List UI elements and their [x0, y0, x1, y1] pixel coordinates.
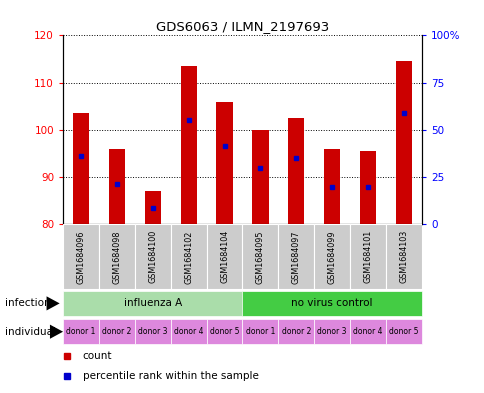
Text: percentile rank within the sample: percentile rank within the sample	[83, 371, 258, 382]
Polygon shape	[50, 325, 63, 339]
Bar	[287, 118, 304, 224]
Text: donor 4: donor 4	[174, 327, 203, 336]
Bar	[63, 319, 99, 344]
Polygon shape	[46, 296, 60, 310]
Text: GSM1684096: GSM1684096	[76, 230, 85, 283]
Bar	[349, 224, 385, 289]
Bar	[108, 149, 125, 224]
Bar	[278, 224, 314, 289]
Bar	[323, 149, 340, 224]
Text: GSM1684095: GSM1684095	[256, 230, 264, 284]
Text: GSM1684102: GSM1684102	[184, 230, 193, 283]
Text: no virus control: no virus control	[291, 298, 372, 309]
Text: donor 3: donor 3	[317, 327, 346, 336]
Text: infection: infection	[5, 298, 50, 309]
Bar	[170, 224, 206, 289]
Bar	[314, 224, 349, 289]
Bar	[385, 319, 421, 344]
Text: GSM1684098: GSM1684098	[112, 230, 121, 283]
Bar	[63, 224, 99, 289]
Text: donor 4: donor 4	[353, 327, 382, 336]
Bar	[314, 319, 349, 344]
Text: GSM1684097: GSM1684097	[291, 230, 300, 284]
Bar	[135, 319, 170, 344]
Bar	[242, 224, 278, 289]
Text: donor 5: donor 5	[389, 327, 418, 336]
Text: GSM1684099: GSM1684099	[327, 230, 336, 284]
Bar	[206, 319, 242, 344]
Bar	[180, 66, 197, 224]
Text: donor 2: donor 2	[102, 327, 131, 336]
Text: GSM1684103: GSM1684103	[399, 230, 408, 283]
Title: GDS6063 / ILMN_2197693: GDS6063 / ILMN_2197693	[155, 20, 329, 33]
Bar	[395, 61, 411, 224]
Bar	[99, 224, 135, 289]
Text: GSM1684100: GSM1684100	[148, 230, 157, 283]
Text: donor 2: donor 2	[281, 327, 310, 336]
Bar	[349, 319, 385, 344]
Text: donor 1: donor 1	[66, 327, 95, 336]
Bar	[242, 291, 421, 316]
Bar	[170, 319, 206, 344]
Text: GSM1684104: GSM1684104	[220, 230, 228, 283]
Text: individual: individual	[5, 327, 56, 337]
Bar	[99, 319, 135, 344]
Bar	[385, 224, 421, 289]
Bar	[135, 224, 170, 289]
Bar	[278, 319, 314, 344]
Text: influenza A: influenza A	[123, 298, 182, 309]
Text: count: count	[83, 351, 112, 361]
Bar	[73, 113, 89, 224]
Text: donor 5: donor 5	[210, 327, 239, 336]
Bar	[144, 191, 161, 224]
Text: GSM1684101: GSM1684101	[363, 230, 372, 283]
Bar	[216, 101, 232, 224]
Bar	[359, 151, 376, 224]
Bar	[63, 291, 242, 316]
Bar	[242, 319, 278, 344]
Bar	[252, 130, 268, 224]
Text: donor 1: donor 1	[245, 327, 274, 336]
Bar	[206, 224, 242, 289]
Text: donor 3: donor 3	[138, 327, 167, 336]
